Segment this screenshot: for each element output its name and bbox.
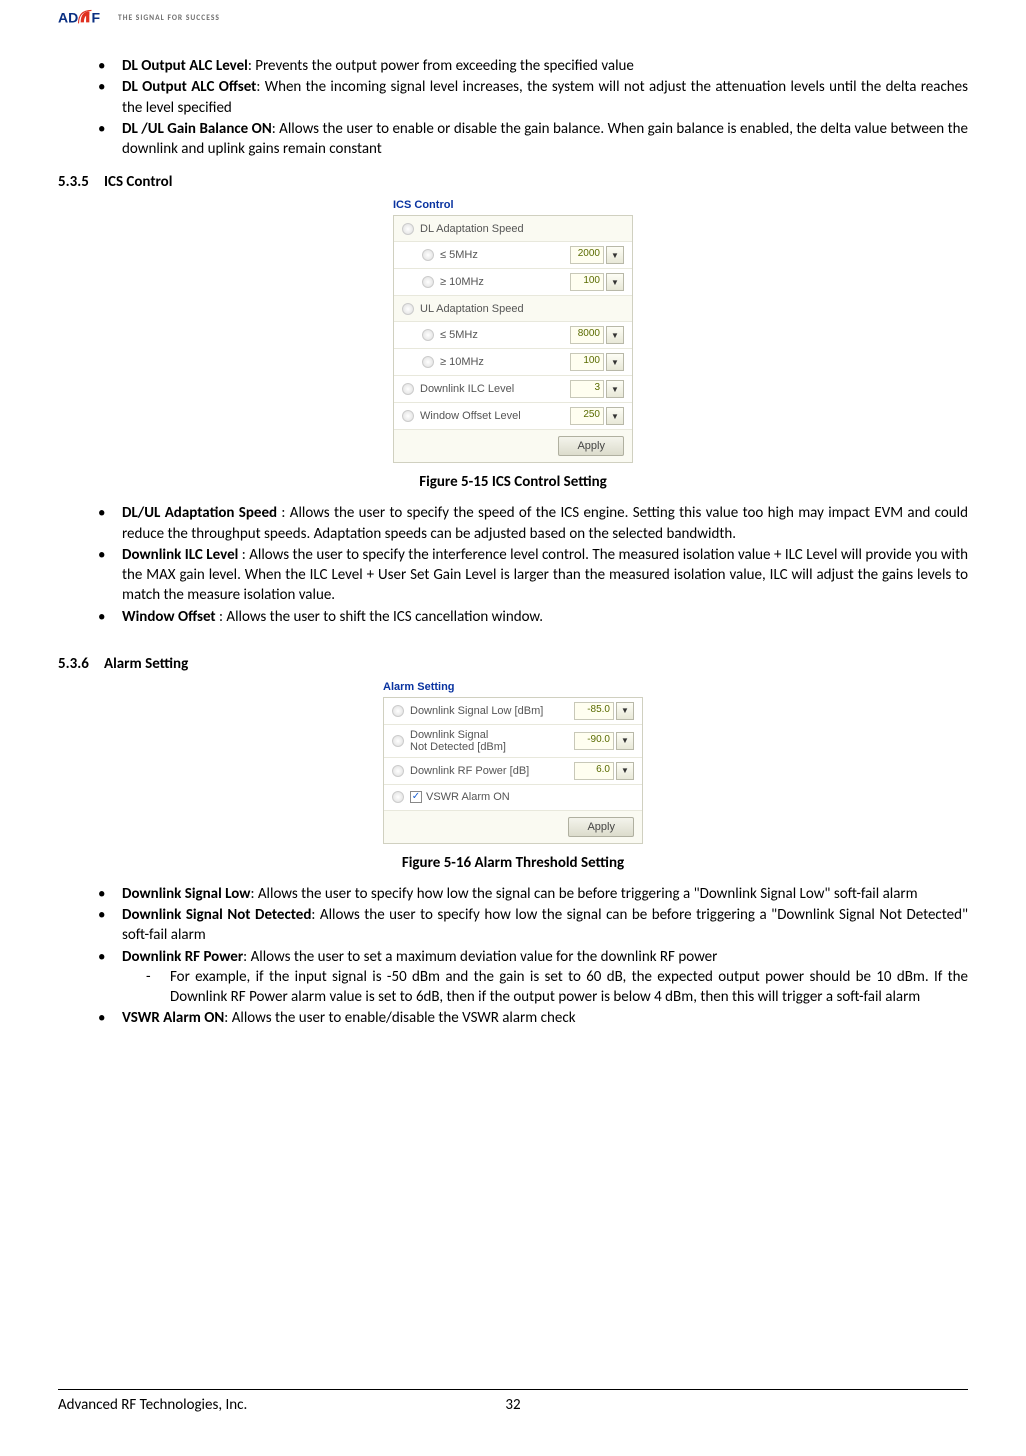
ics-dl-header: DL Adaptation Speed [394, 216, 632, 242]
ics-dl-10mhz-row: ≥ 10MHz100▼ [394, 269, 632, 296]
list-item: VSWR Alarm ON: Allows the user to enable… [98, 1008, 968, 1028]
ics-control-panel: ICS Control DL Adaptation Speed ≤ 5MHz20… [393, 199, 633, 463]
bullet-list-3: Downlink Signal Low: Allows the user to … [98, 884, 968, 1029]
list-item: Downlink Signal Low: Allows the user to … [98, 884, 968, 904]
header-logo: AD F THE SIGNAL FOR SUCCESS [58, 8, 968, 28]
ics-ilc-value[interactable]: 3 [570, 380, 604, 398]
sub-list-item: For example, if the input signal is -50 … [146, 967, 968, 1008]
ics-window-offset-value[interactable]: 250 [570, 407, 604, 425]
ics-dl-5mhz-value[interactable]: 2000 [570, 246, 604, 264]
dropdown-button[interactable]: ▼ [606, 380, 624, 398]
ics-ul-10mhz-row: ≥ 10MHz100▼ [394, 349, 632, 376]
svg-text:AD: AD [58, 9, 78, 25]
list-item: Window Offset : Allows the user to shift… [98, 607, 968, 627]
list-item: Downlink Signal Not Detected: Allows the… [98, 905, 968, 946]
alarm-vswr-row: ✓VSWR Alarm ON [384, 785, 642, 811]
ics-dl-5mhz-row: ≤ 5MHz2000▼ [394, 242, 632, 269]
page-footer: Advanced RF Technologies, Inc. 32 [58, 1389, 968, 1414]
logo-tagline: THE SIGNAL FOR SUCCESS [118, 14, 220, 23]
dropdown-button[interactable]: ▼ [616, 732, 634, 750]
ics-ul-10mhz-value[interactable]: 100 [570, 353, 604, 371]
bullet-list-2: DL/UL Adaptation Speed : Allows the user… [98, 503, 968, 627]
list-item: Downlink ILC Level : Allows the user to … [98, 545, 968, 606]
dropdown-button[interactable]: ▼ [606, 273, 624, 291]
dropdown-button[interactable]: ▼ [616, 762, 634, 780]
svg-text:F: F [91, 9, 100, 25]
list-item: DL /UL Gain Balance ON: Allows the user … [98, 119, 968, 160]
figure-caption-515: Figure 5-15 ICS Control Setting [58, 473, 968, 491]
list-item: Downlink RF Power: Allows the user to se… [98, 947, 968, 1008]
ics-panel-title: ICS Control [393, 199, 633, 211]
list-item: DL Output ALC Level: Prevents the output… [98, 56, 968, 76]
ics-ilc-row: Downlink ILC Level3▼ [394, 376, 632, 403]
section-heading-535: 5.3.5ICS Control [58, 173, 968, 191]
adrf-logo-icon: AD F [58, 8, 112, 28]
ics-apply-button[interactable]: Apply [558, 436, 624, 456]
dropdown-button[interactable]: ▼ [606, 246, 624, 264]
alarm-dl-not-detected-value[interactable]: -90.0 [574, 732, 614, 750]
alarm-dl-not-detected-row: Downlink Signal Not Detected [dBm]-90.0▼ [384, 725, 642, 758]
ics-window-offset-row: Window Offset Level250▼ [394, 403, 632, 430]
alarm-dl-rf-power-row: Downlink RF Power [dB]6.0▼ [384, 758, 642, 785]
alarm-setting-panel: Alarm Setting Downlink Signal Low [dBm]-… [383, 681, 643, 844]
dropdown-button[interactable]: ▼ [606, 407, 624, 425]
ics-ul-header: UL Adaptation Speed [394, 296, 632, 322]
ics-ul-5mhz-row: ≤ 5MHz8000▼ [394, 322, 632, 349]
alarm-dl-signal-low-value[interactable]: -85.0 [574, 702, 614, 720]
vswr-checkbox[interactable]: ✓ [410, 791, 422, 803]
figure-caption-516: Figure 5-16 Alarm Threshold Setting [58, 854, 968, 872]
bullet-list-1: DL Output ALC Level: Prevents the output… [98, 56, 968, 159]
alarm-apply-button[interactable]: Apply [568, 817, 634, 837]
dropdown-button[interactable]: ▼ [606, 326, 624, 344]
alarm-panel-title: Alarm Setting [383, 681, 643, 693]
footer-page-number: 32 [505, 1396, 520, 1414]
alarm-dl-signal-low-row: Downlink Signal Low [dBm]-85.0▼ [384, 698, 642, 725]
dropdown-button[interactable]: ▼ [606, 353, 624, 371]
alarm-dl-rf-power-value[interactable]: 6.0 [574, 762, 614, 780]
ics-ul-5mhz-value[interactable]: 8000 [570, 326, 604, 344]
ics-dl-10mhz-value[interactable]: 100 [570, 273, 604, 291]
dropdown-button[interactable]: ▼ [616, 702, 634, 720]
section-heading-536: 5.3.6Alarm Setting [58, 655, 968, 673]
list-item: DL Output ALC Offset: When the incoming … [98, 77, 968, 118]
list-item: DL/UL Adaptation Speed : Allows the user… [98, 503, 968, 544]
